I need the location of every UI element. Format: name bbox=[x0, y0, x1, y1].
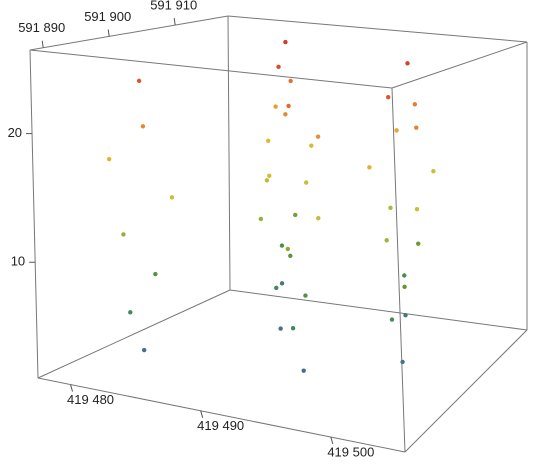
point bbox=[169, 195, 175, 200]
point bbox=[293, 212, 298, 218]
point bbox=[274, 285, 279, 291]
box-edge bbox=[227, 15, 528, 43]
point bbox=[258, 216, 264, 222]
box-edge bbox=[391, 41, 528, 89]
box-edge bbox=[404, 329, 528, 453]
point bbox=[267, 173, 272, 178]
box-edge bbox=[37, 289, 231, 379]
point bbox=[400, 359, 405, 365]
point bbox=[106, 156, 112, 162]
point bbox=[273, 104, 278, 109]
point bbox=[315, 134, 321, 139]
x-tick bbox=[330, 436, 334, 445]
x-tick bbox=[70, 384, 74, 392]
point bbox=[283, 39, 288, 45]
point bbox=[286, 103, 291, 109]
point bbox=[283, 112, 288, 117]
point bbox=[402, 284, 407, 290]
point bbox=[414, 207, 420, 212]
point bbox=[412, 102, 418, 107]
z-tick-label: 20 bbox=[8, 125, 22, 140]
point bbox=[416, 241, 421, 246]
point bbox=[431, 169, 436, 174]
point bbox=[388, 205, 393, 211]
y-tick bbox=[41, 40, 44, 48]
point bbox=[128, 310, 133, 315]
box-edge bbox=[29, 15, 229, 51]
point bbox=[279, 243, 285, 248]
point bbox=[288, 78, 293, 84]
point bbox=[279, 281, 285, 286]
point bbox=[303, 293, 308, 298]
point bbox=[266, 138, 271, 143]
y-tick-label: 591 890 bbox=[18, 20, 65, 35]
point bbox=[264, 178, 270, 183]
point bbox=[136, 78, 142, 84]
point bbox=[278, 326, 283, 331]
y-tick bbox=[107, 29, 110, 37]
box-edge bbox=[227, 15, 231, 291]
box-edge bbox=[229, 289, 528, 331]
y-tick-label: 591 900 bbox=[84, 9, 131, 24]
z-tick-label: 10 bbox=[11, 254, 25, 269]
point bbox=[141, 347, 147, 353]
point bbox=[121, 232, 126, 237]
point bbox=[402, 273, 407, 278]
box-edge bbox=[29, 49, 393, 89]
point bbox=[367, 165, 372, 170]
point bbox=[140, 124, 146, 129]
point bbox=[403, 313, 408, 318]
point bbox=[385, 94, 391, 100]
point bbox=[153, 271, 158, 277]
x-tick-label: 419 490 bbox=[197, 418, 244, 433]
point bbox=[309, 143, 314, 148]
x-tick bbox=[200, 410, 204, 418]
point bbox=[384, 238, 389, 243]
point bbox=[285, 246, 291, 252]
point bbox=[389, 317, 395, 322]
box-edge bbox=[37, 377, 406, 453]
x-tick-label: 419 480 bbox=[67, 392, 114, 407]
point bbox=[316, 215, 321, 221]
point bbox=[288, 253, 293, 259]
y-tick bbox=[173, 17, 176, 26]
box-edge bbox=[391, 87, 406, 453]
box-edge bbox=[29, 49, 39, 379]
point bbox=[405, 61, 410, 66]
point bbox=[290, 326, 296, 331]
point bbox=[303, 180, 309, 185]
point bbox=[414, 125, 419, 130]
point bbox=[276, 64, 281, 70]
x-tick-label: 419 500 bbox=[327, 444, 374, 459]
point bbox=[301, 368, 306, 373]
point bbox=[394, 128, 399, 133]
y-tick-label: 591 910 bbox=[150, 0, 197, 13]
